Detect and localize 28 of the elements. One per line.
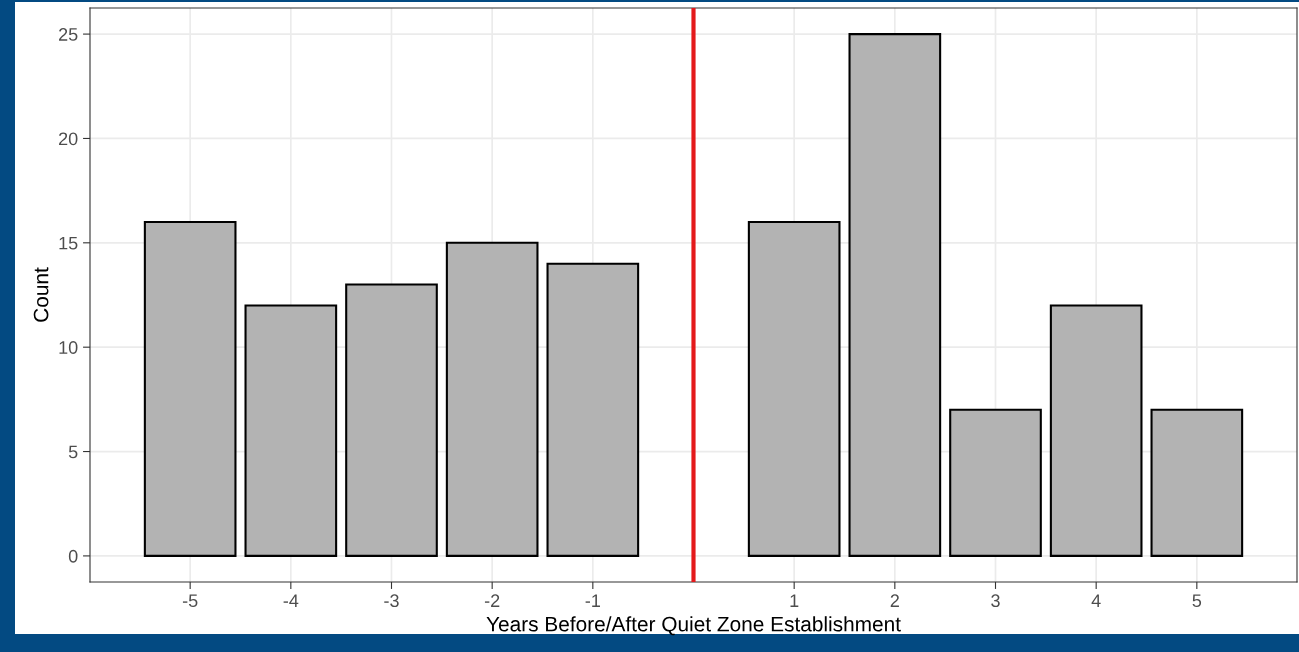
y-tick-label: 10: [59, 341, 78, 354]
bar: [143, 220, 237, 557]
bar: [848, 33, 942, 557]
bar: [345, 283, 438, 557]
bar: [1049, 304, 1143, 557]
x-tick-label: 1: [790, 594, 799, 607]
x-tick-label: 4: [1091, 594, 1101, 607]
bar: [244, 304, 338, 557]
y-tick-label: 15: [59, 236, 78, 250]
y-tick-label: 25: [59, 28, 78, 41]
bar: [1150, 408, 1244, 557]
y-tick-label: 20: [59, 132, 78, 146]
x-tick-label: 3: [991, 594, 1000, 608]
x-tick-label: -1: [585, 594, 600, 607]
x-tick-label: -5: [182, 594, 198, 608]
x-tick-label: -2: [484, 594, 500, 607]
x-axis-title: Years Before/After Quiet Zone Establishment: [486, 616, 901, 636]
y-tick-label: 5: [68, 445, 78, 459]
bar: [949, 408, 1042, 557]
bar: [546, 262, 640, 557]
x-tick-label: 5: [1192, 594, 1202, 608]
y-axis-title: Count: [33, 267, 49, 322]
x-tick-label: -3: [384, 594, 399, 608]
y-tick-label: 0: [68, 549, 78, 563]
x-tick-label: 2: [890, 594, 899, 607]
x-tick-label: -4: [283, 594, 299, 607]
bar: [445, 241, 539, 557]
bar: [747, 220, 841, 557]
